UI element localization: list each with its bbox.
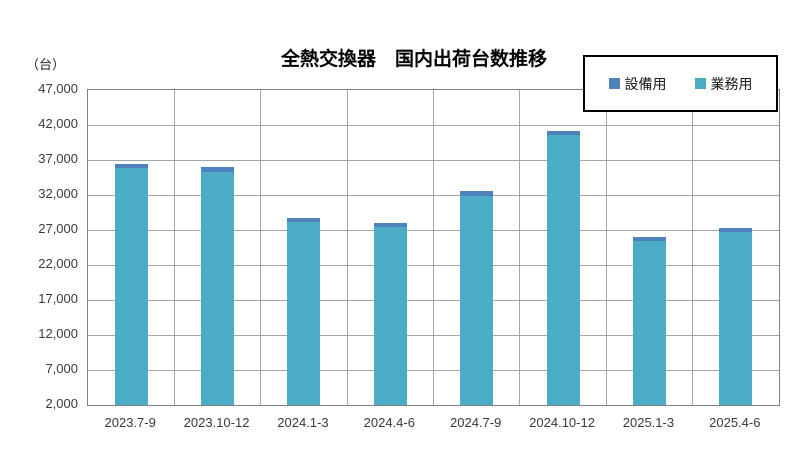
chart-title: 全熱交換器 国内出荷台数推移: [280, 49, 548, 70]
y-tick-label: 42,000: [38, 116, 78, 131]
bar-segment-business: [201, 171, 235, 405]
gridline-vertical: [260, 90, 262, 405]
y-tick-label: 47,000: [38, 81, 78, 96]
bar-segment-equipment: [373, 222, 407, 227]
legend-label-business: 業務用: [710, 75, 753, 92]
bar-segment-equipment: [632, 237, 666, 242]
bar-segment-business: [373, 226, 407, 405]
x-axis-label: 2025.4-6: [709, 415, 761, 430]
plot-area: [87, 89, 780, 406]
legend-swatch-equipment-icon: [608, 78, 620, 89]
y-tick-label: 27,000: [38, 221, 78, 236]
bar-segment-equipment: [114, 163, 148, 169]
legend-label-equipment: 設備用: [624, 75, 667, 92]
bar-segment-business: [460, 195, 494, 405]
legend-swatch-business-icon: [694, 78, 706, 89]
bar-segment-business: [114, 168, 148, 405]
bar-segment-business: [719, 232, 753, 405]
gridline-vertical: [605, 90, 607, 405]
x-axis-label: 2023.10-12: [183, 415, 250, 430]
y-tick-label: 17,000: [38, 291, 78, 306]
x-axis-label: 2024.10-12: [529, 415, 595, 430]
bar-segment-equipment: [201, 166, 235, 172]
gridline-vertical: [519, 90, 521, 405]
bar-segment-equipment: [719, 227, 753, 233]
x-axis-label: 2025.1-3: [622, 415, 675, 430]
bar-segment-business: [546, 134, 580, 405]
bar-segment-business: [632, 241, 666, 405]
x-axis-label: 2023.7-9: [104, 415, 156, 430]
bar-segment-equipment: [460, 190, 494, 196]
y-tick-label: 12,000: [38, 326, 78, 341]
y-axis-unit-label: （台）: [26, 57, 66, 72]
y-tick-label: 37,000: [38, 151, 78, 166]
x-axis-label: 2024.4-6: [363, 415, 415, 430]
gridline-vertical: [433, 90, 434, 405]
y-tick-label: 7,000: [45, 361, 78, 376]
legend-box: 設備用 業務用: [583, 55, 778, 112]
legend-item-equipment: 設備用: [608, 74, 667, 94]
x-axis-label: 2024.1-3: [277, 415, 329, 430]
y-tick-label: 22,000: [38, 256, 78, 271]
y-tick-label: 2,000: [45, 396, 78, 411]
bar-segment-equipment: [546, 130, 580, 135]
legend-item-business: 業務用: [694, 74, 753, 94]
y-tick-label: 32,000: [38, 186, 78, 201]
gridline-vertical: [346, 90, 348, 405]
bar-segment-equipment: [287, 218, 321, 223]
gridline-vertical: [173, 90, 175, 405]
gridline-vertical: [692, 90, 694, 405]
x-axis-label: 2024.7-9: [450, 415, 502, 430]
bar-segment-business: [287, 222, 321, 405]
